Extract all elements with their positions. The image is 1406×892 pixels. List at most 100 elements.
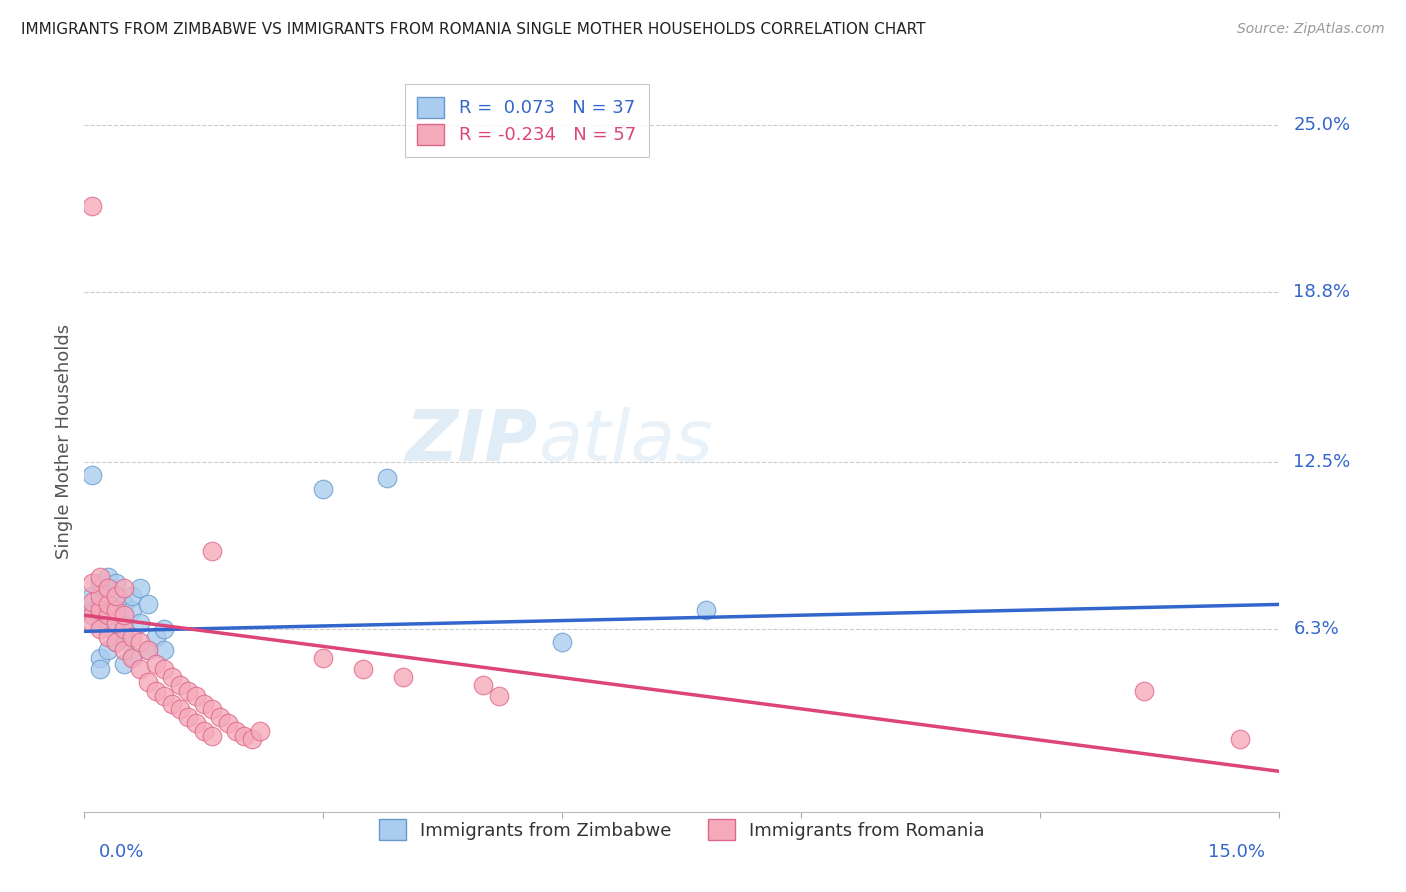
Point xyxy=(201,702,224,716)
Point xyxy=(145,630,167,644)
Point xyxy=(112,616,135,631)
Point xyxy=(82,468,104,483)
Point xyxy=(129,581,152,595)
Point xyxy=(121,603,143,617)
Text: 15.0%: 15.0% xyxy=(1208,843,1265,861)
Point xyxy=(105,590,128,604)
Point xyxy=(136,643,159,657)
Point xyxy=(97,608,120,623)
Point xyxy=(121,648,143,663)
Point xyxy=(97,603,120,617)
Point xyxy=(89,651,111,665)
Point xyxy=(312,651,335,665)
Point xyxy=(153,689,176,703)
Point xyxy=(193,697,215,711)
Point xyxy=(97,581,120,595)
Point xyxy=(121,651,143,665)
Point xyxy=(89,616,111,631)
Point xyxy=(312,482,335,496)
Point xyxy=(82,608,104,623)
Point xyxy=(105,635,128,649)
Point xyxy=(201,729,224,743)
Text: 12.5%: 12.5% xyxy=(1294,453,1351,471)
Point xyxy=(1229,732,1251,747)
Point xyxy=(121,590,143,604)
Point xyxy=(112,643,135,657)
Point xyxy=(169,678,191,692)
Y-axis label: Single Mother Households: Single Mother Households xyxy=(55,324,73,559)
Point xyxy=(105,575,128,590)
Point xyxy=(97,614,120,628)
Point xyxy=(217,715,239,730)
Point xyxy=(82,575,104,590)
Point xyxy=(201,543,224,558)
Text: Source: ZipAtlas.com: Source: ZipAtlas.com xyxy=(1237,22,1385,37)
Point xyxy=(392,670,415,684)
Point xyxy=(193,723,215,738)
Point xyxy=(112,598,135,612)
Point xyxy=(249,723,271,738)
Point xyxy=(375,471,398,485)
Point xyxy=(105,590,128,604)
Point xyxy=(153,662,176,676)
Point xyxy=(240,732,263,747)
Point xyxy=(177,710,200,724)
Point xyxy=(89,603,111,617)
Text: 25.0%: 25.0% xyxy=(1294,116,1351,134)
Text: IMMIGRANTS FROM ZIMBABWE VS IMMIGRANTS FROM ROMANIA SINGLE MOTHER HOUSEHOLDS COR: IMMIGRANTS FROM ZIMBABWE VS IMMIGRANTS F… xyxy=(21,22,925,37)
Point xyxy=(82,199,104,213)
Point xyxy=(1133,683,1156,698)
Point xyxy=(112,657,135,671)
Text: 0.0%: 0.0% xyxy=(98,843,143,861)
Point xyxy=(97,643,120,657)
Point xyxy=(160,670,183,684)
Point xyxy=(89,598,111,612)
Point xyxy=(129,635,152,649)
Point xyxy=(145,657,167,671)
Point xyxy=(488,689,510,703)
Point xyxy=(184,715,207,730)
Point xyxy=(105,616,128,631)
Point xyxy=(471,678,494,692)
Point xyxy=(153,643,176,657)
Point xyxy=(89,570,111,584)
Point xyxy=(136,675,159,690)
Point xyxy=(82,608,104,623)
Point xyxy=(160,697,183,711)
Point xyxy=(89,590,111,604)
Point xyxy=(97,598,120,612)
Point xyxy=(136,643,159,657)
Point xyxy=(352,662,374,676)
Point xyxy=(112,630,135,644)
Point xyxy=(153,622,176,636)
Point xyxy=(112,622,135,636)
Point xyxy=(89,595,111,609)
Point xyxy=(97,570,120,584)
Point xyxy=(105,603,128,617)
Point xyxy=(82,595,104,609)
Point xyxy=(97,630,120,644)
Point xyxy=(112,608,135,623)
Point xyxy=(89,622,111,636)
Text: 6.3%: 6.3% xyxy=(1294,620,1339,638)
Text: 18.8%: 18.8% xyxy=(1294,283,1350,301)
Point xyxy=(105,608,128,623)
Point xyxy=(82,590,104,604)
Point xyxy=(97,581,120,595)
Text: atlas: atlas xyxy=(538,407,713,476)
Point xyxy=(105,635,128,649)
Point xyxy=(82,603,104,617)
Point xyxy=(89,575,111,590)
Point xyxy=(232,729,254,743)
Point xyxy=(89,662,111,676)
Point xyxy=(121,630,143,644)
Point xyxy=(136,598,159,612)
Point xyxy=(551,635,574,649)
Text: ZIP: ZIP xyxy=(406,407,538,476)
Point xyxy=(695,603,717,617)
Point xyxy=(184,689,207,703)
Point xyxy=(112,581,135,595)
Point xyxy=(177,683,200,698)
Point xyxy=(145,683,167,698)
Point xyxy=(82,616,104,631)
